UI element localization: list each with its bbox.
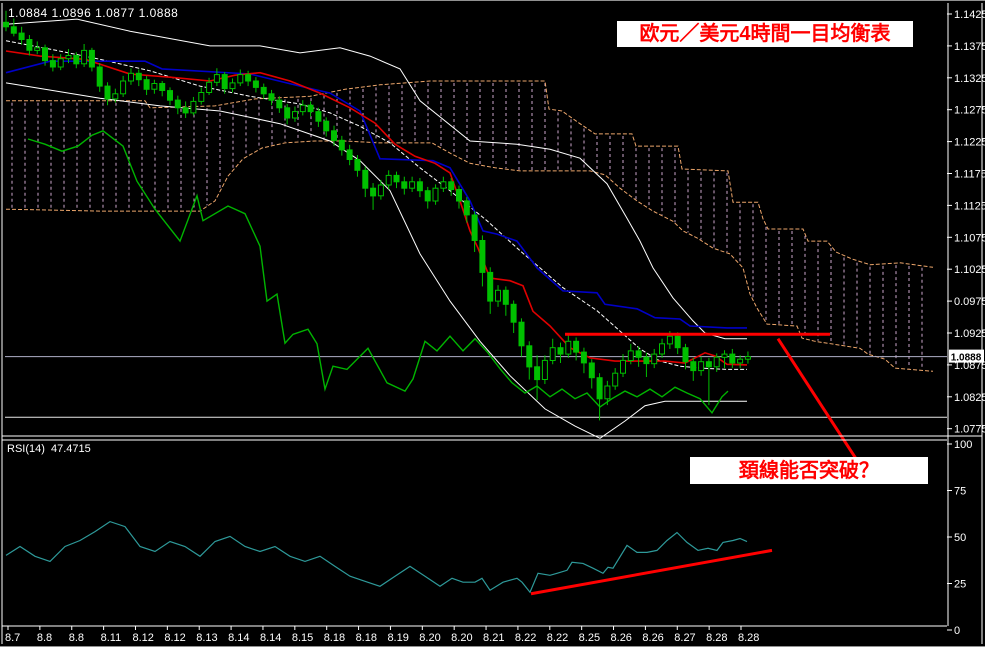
svg-text:1.0775: 1.0775 [954,424,985,436]
svg-text:8.8: 8.8 [69,632,84,644]
window-frame [1,3,983,644]
svg-text:50: 50 [954,532,966,544]
svg-text:8.27: 8.27 [674,632,695,644]
svg-text:8.19: 8.19 [387,632,408,644]
svg-text:100: 100 [954,439,972,451]
svg-text:1.1125: 1.1125 [954,200,985,212]
svg-text:8.21: 8.21 [483,632,504,644]
svg-text:8.20: 8.20 [451,632,472,644]
price-badge [949,349,984,363]
svg-text:0.0975: 0.0975 [954,296,985,308]
svg-text:1.1175: 1.1175 [954,169,985,181]
svg-text:8.14: 8.14 [260,632,281,644]
svg-text:8.26: 8.26 [642,632,663,644]
arrow-line [776,337,858,460]
svg-text:1.1375: 1.1375 [954,41,985,53]
chart-title-annotation: 欧元／美元4時間一目均衡表 [617,21,913,47]
rsi-trendline [530,548,773,596]
svg-text:1.1025: 1.1025 [954,264,985,276]
neckline-question-annotation: 頚線能否突破？ [690,457,928,484]
indicator-lines [5,18,748,439]
svg-text:8.22: 8.22 [547,632,568,644]
svg-text:1.0888: 1.0888 [951,353,982,364]
svg-text:1.1425: 1.1425 [954,9,985,21]
svg-text:8.25: 8.25 [579,632,600,644]
svg-text:1.1225: 1.1225 [954,137,985,149]
svg-text:8.22: 8.22 [515,632,536,644]
svg-text:0: 0 [954,625,960,637]
svg-text:1.1325: 1.1325 [954,73,985,85]
rsi-pane: 100 75 50 25 0 [5,439,972,637]
svg-text:8.28: 8.28 [738,632,759,644]
candles-layer [3,10,751,421]
svg-text:8.12: 8.12 [132,632,153,644]
svg-text:1.0925: 1.0925 [954,328,985,340]
svg-text:8.14: 8.14 [228,632,249,644]
svg-text:1.0875: 1.0875 [954,360,985,372]
svg-text:8.15: 8.15 [292,632,313,644]
svg-text:25: 25 [954,579,966,591]
svg-text:8.20: 8.20 [419,632,440,644]
svg-text:1.0825: 1.0825 [954,392,985,404]
svg-text:8.18: 8.18 [324,632,345,644]
ohlc-status-line: 1.0884 1.0896 1.0877 1.0888 [8,6,179,20]
date-axis: 8.7 8.8 8.8 8.11 8.12 8.12 8.13 8.14 8.14 8.15 8.1… [5,626,759,644]
drawn-objects[interactable] [565,332,858,460]
svg-text:75: 75 [954,486,966,498]
svg-text:8.8: 8.8 [37,632,52,644]
svg-text:1.1275: 1.1275 [954,105,985,117]
svg-text:8.11: 8.11 [101,632,122,644]
ichimoku-cloud [5,80,934,372]
svg-text:1.1075: 1.1075 [954,232,985,244]
svg-text:8.26: 8.26 [611,632,632,644]
svg-text:8.12: 8.12 [164,632,185,644]
rsi-indicator-label: RSI(14) 47.4715 [7,443,91,455]
svg-text:8.7: 8.7 [5,632,20,644]
price-axis: 1.1425 1.1375 1.1325 1.1275 1.1225 1.1175 1.11… [947,9,985,436]
svg-text:8.28: 8.28 [706,632,727,644]
main-chart-pane [3,10,947,439]
svg-text:8.13: 8.13 [196,632,217,644]
svg-text:8.18: 8.18 [356,632,377,644]
